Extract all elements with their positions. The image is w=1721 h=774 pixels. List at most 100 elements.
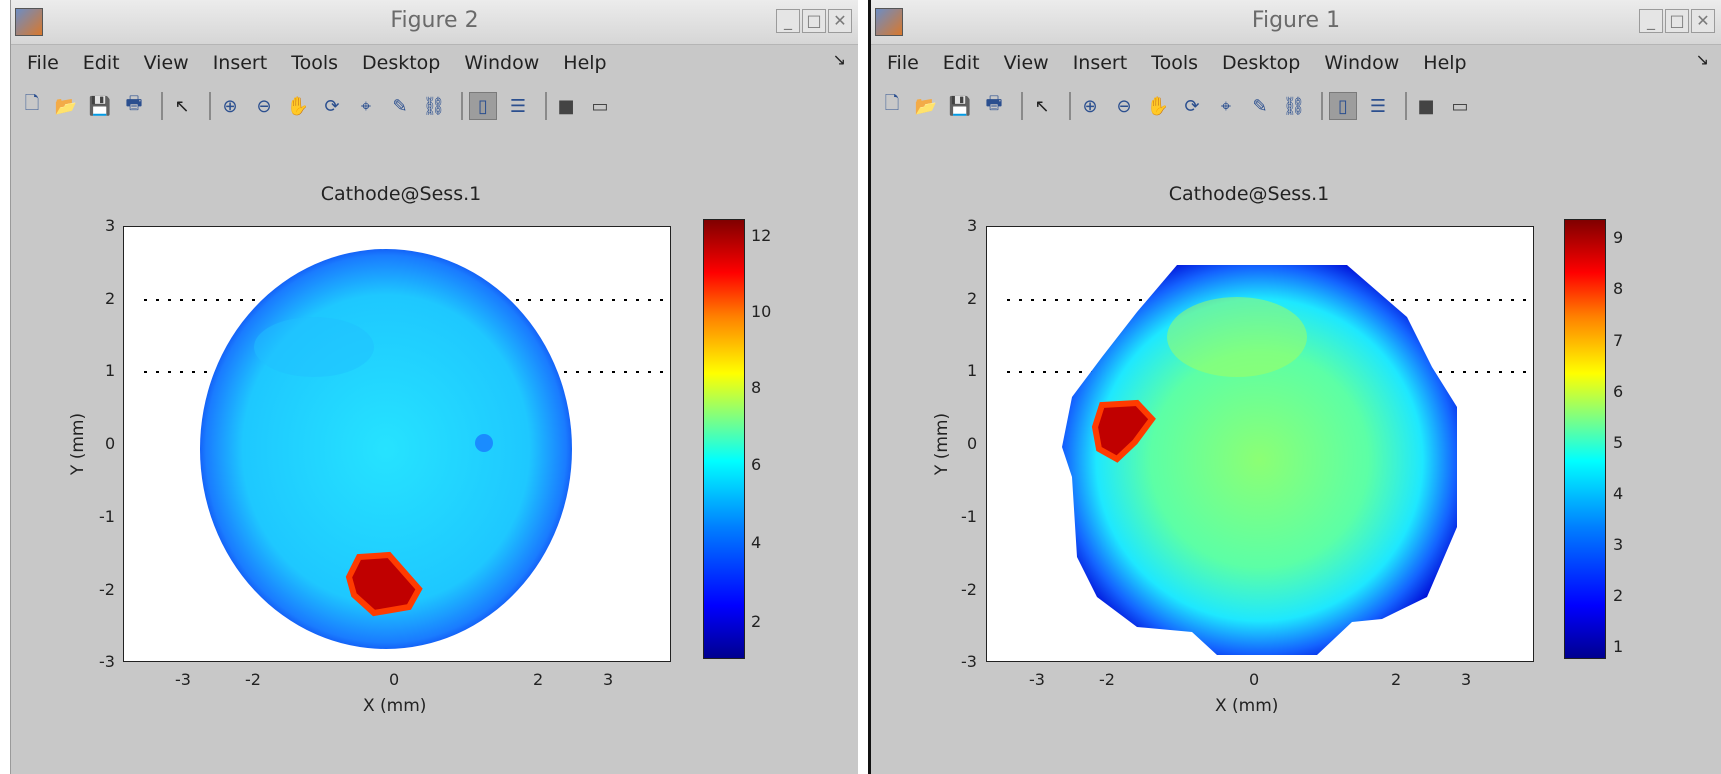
close-button[interactable]: ✕: [1691, 9, 1715, 33]
dock-arrow-icon[interactable]: ↘: [1695, 50, 1709, 69]
zoom-in-icon[interactable]: ⊕: [1082, 95, 1098, 117]
show-tools-icon[interactable]: ▭: [1451, 95, 1469, 117]
close-button[interactable]: ✕: [828, 9, 852, 33]
colorbar-icon[interactable]: ▯: [469, 92, 497, 120]
toolbar-separator: [1405, 92, 1407, 120]
colorbar-tick: 2: [751, 612, 762, 631]
menu-insert[interactable]: Insert: [212, 52, 268, 74]
y-tick: 0: [105, 434, 116, 453]
zoom-out-icon[interactable]: ⊖: [1116, 95, 1132, 117]
maximize-button[interactable]: □: [1665, 9, 1689, 33]
colorbar-tick: 7: [1613, 331, 1624, 350]
pointer-icon[interactable]: ↖: [1034, 95, 1050, 117]
x-tick: -2: [1099, 670, 1115, 689]
colorbar-tick: 6: [751, 455, 762, 474]
legend-icon[interactable]: ☰: [1369, 95, 1387, 117]
menu-desktop[interactable]: Desktop: [362, 52, 441, 74]
toolbar-separator: [1321, 92, 1323, 120]
menu-desktop[interactable]: Desktop: [1222, 52, 1301, 74]
toolbar: 🗋 📂 💾 🖶 ↖ ⊕ ⊖ ✋ ⟳ ⌖ ✎ ⛓ ▯ ☰ ■ ▭: [11, 88, 858, 124]
colorbar-tick: 4: [751, 533, 762, 552]
toolbar-separator: [209, 92, 211, 120]
intensity-map: [1007, 265, 1533, 655]
new-figure-icon[interactable]: 🗋: [24, 93, 40, 114]
menu-view[interactable]: View: [1003, 52, 1049, 74]
menu-file[interactable]: File: [27, 52, 59, 74]
colorbar[interactable]: [1564, 219, 1606, 659]
rotate-icon[interactable]: ⟳: [1184, 95, 1200, 117]
menu-tools[interactable]: Tools: [291, 52, 338, 74]
menu-edit[interactable]: Edit: [942, 52, 980, 74]
maximize-button[interactable]: □: [802, 9, 826, 33]
open-file-icon[interactable]: 📂: [54, 95, 78, 117]
save-icon[interactable]: 💾: [948, 95, 972, 117]
figure-2-window: Figure 2 _ □ ✕ File Edit View Insert Too…: [10, 0, 858, 774]
menu-tools[interactable]: Tools: [1151, 52, 1198, 74]
x-tick: 3: [603, 670, 614, 689]
data-cursor-icon[interactable]: ⌖: [1220, 95, 1232, 117]
menu-help[interactable]: Help: [1423, 52, 1467, 74]
zoom-out-icon[interactable]: ⊖: [256, 95, 272, 117]
brush-icon[interactable]: ✎: [1252, 95, 1268, 117]
rotate-icon[interactable]: ⟳: [324, 95, 340, 117]
plot-title: Cathode@Sess.1: [1168, 183, 1330, 205]
open-file-icon[interactable]: 📂: [914, 95, 938, 117]
hide-tools-icon[interactable]: ■: [557, 95, 575, 117]
y-tick: 3: [967, 216, 978, 235]
save-icon[interactable]: 💾: [88, 95, 112, 117]
toolbar-separator: [161, 92, 163, 120]
window-title: Figure 2: [390, 8, 479, 33]
colorbar-tick: 2: [1613, 586, 1624, 605]
y-tick: 0: [967, 434, 978, 453]
colorbar-tick: 10: [751, 302, 772, 321]
zoom-in-icon[interactable]: ⊕: [222, 95, 238, 117]
y-tick: -1: [961, 507, 977, 526]
menu-bar: File Edit View Insert Tools Desktop Wind…: [871, 48, 1721, 78]
menu-insert[interactable]: Insert: [1072, 52, 1128, 74]
x-tick: -2: [245, 670, 261, 689]
legend-icon[interactable]: ☰: [509, 95, 527, 117]
y-tick: 3: [105, 216, 116, 235]
new-figure-icon[interactable]: 🗋: [884, 93, 900, 114]
minimize-button[interactable]: _: [776, 9, 800, 33]
print-icon[interactable]: 🖶: [985, 93, 1003, 114]
menu-file[interactable]: File: [887, 52, 919, 74]
minimize-button[interactable]: _: [1639, 9, 1663, 33]
colorbar-icon[interactable]: ▯: [1329, 92, 1357, 120]
y-tick: 2: [967, 289, 978, 308]
menu-window[interactable]: Window: [1324, 52, 1400, 74]
x-tick: 0: [389, 670, 400, 689]
x-tick: 3: [1461, 670, 1472, 689]
title-bar[interactable]: Figure 1 _ □ ✕: [871, 0, 1721, 45]
pointer-icon[interactable]: ↖: [174, 95, 190, 117]
dock-arrow-icon[interactable]: ↘: [832, 50, 846, 69]
axes-area[interactable]: [123, 226, 671, 662]
y-tick: -2: [961, 580, 977, 599]
pan-icon[interactable]: ✋: [1146, 95, 1170, 117]
axes-area[interactable]: [986, 226, 1534, 662]
show-tools-icon[interactable]: ▭: [591, 95, 609, 117]
y-tick: -3: [99, 652, 115, 671]
intensity-spot: [475, 434, 493, 452]
pan-icon[interactable]: ✋: [286, 95, 310, 117]
menu-help[interactable]: Help: [563, 52, 607, 74]
colorbar[interactable]: [703, 219, 745, 659]
toolbar-separator: [461, 92, 463, 120]
matlab-icon[interactable]: [875, 8, 903, 36]
matlab-icon[interactable]: [15, 8, 43, 36]
menu-view[interactable]: View: [143, 52, 189, 74]
link-icon[interactable]: ⛓: [1282, 95, 1306, 117]
menu-edit[interactable]: Edit: [82, 52, 120, 74]
y-axis-label: Y (mm): [932, 412, 953, 476]
print-icon[interactable]: 🖶: [125, 93, 143, 114]
colorbar-tick: 5: [1613, 433, 1624, 452]
menu-window[interactable]: Window: [464, 52, 540, 74]
colorbar-tick: 12: [751, 226, 772, 245]
colorbar-tick: 6: [1613, 382, 1624, 401]
data-cursor-icon[interactable]: ⌖: [360, 95, 372, 117]
brush-icon[interactable]: ✎: [392, 95, 408, 117]
colorbar-tick: 9: [1613, 228, 1624, 247]
title-bar[interactable]: Figure 2 _ □ ✕: [11, 0, 858, 45]
link-icon[interactable]: ⛓: [422, 95, 446, 117]
hide-tools-icon[interactable]: ■: [1417, 95, 1435, 117]
